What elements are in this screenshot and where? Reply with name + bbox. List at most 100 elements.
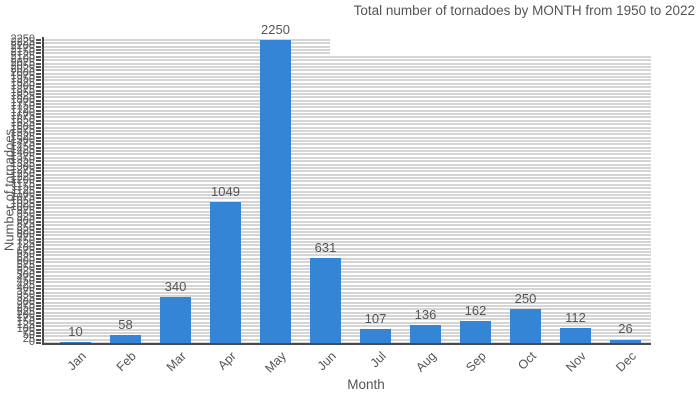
gridline — [44, 203, 651, 206]
gridline — [44, 146, 651, 149]
gridline — [44, 45, 330, 48]
y-tick-label: 2125 — [10, 49, 35, 62]
gridline — [44, 234, 651, 237]
bar-value-label: 340 — [164, 279, 187, 295]
gridline — [44, 143, 651, 146]
y-tick-mark — [36, 163, 41, 166]
y-tick-mark — [36, 284, 41, 287]
y-tick-mark — [36, 177, 41, 180]
y-tick-mark — [36, 62, 41, 65]
y-tick-mark — [36, 224, 41, 227]
y-tick-mark — [36, 123, 41, 126]
y-tick-label: 1425 — [10, 144, 35, 157]
bar-feb — [110, 335, 141, 343]
y-tick-mark — [36, 335, 41, 338]
y-tick-mark — [36, 59, 41, 62]
y-tick-label: 1450 — [10, 140, 35, 153]
y-tick-label: 950 — [16, 208, 35, 221]
y-tick-label: 1350 — [10, 154, 35, 167]
gridline — [44, 49, 330, 52]
gridline — [44, 264, 651, 267]
gridline — [44, 156, 651, 159]
bar-dec — [610, 339, 641, 343]
y-tick-mark — [36, 96, 41, 99]
y-tick-label: 400 — [16, 282, 35, 295]
y-tick-mark — [36, 153, 41, 156]
y-tick-label: 1375 — [10, 150, 35, 163]
y-tick-label: 675 — [16, 245, 35, 258]
y-tick-label: 50 — [22, 329, 35, 342]
y-tick-mark — [36, 173, 41, 176]
bar-value-label: 2250 — [261, 22, 290, 37]
bar-mar — [160, 297, 191, 343]
y-tick-label: 900 — [16, 214, 35, 227]
gridline — [44, 294, 651, 297]
y-tick-mark — [36, 116, 41, 119]
gridline — [44, 278, 651, 281]
gridline — [44, 173, 651, 176]
gridline — [44, 241, 651, 243]
y-tick-mark — [36, 190, 41, 193]
y-tick-mark — [36, 230, 41, 233]
y-tick-label: 500 — [16, 268, 35, 281]
y-tick-label: 1025 — [10, 197, 35, 210]
gridline — [44, 271, 651, 274]
y-tick-mark — [36, 156, 41, 159]
y-tick-mark — [36, 126, 41, 129]
y-tick-mark — [36, 203, 41, 206]
y-tick-mark — [36, 170, 41, 173]
gridline — [44, 166, 651, 169]
y-tick-label: 450 — [16, 275, 35, 288]
gridline — [44, 62, 651, 65]
gridline — [44, 247, 651, 250]
gridline — [44, 288, 651, 291]
bar-sep — [460, 321, 491, 343]
y-tick-label: 1000 — [10, 201, 35, 214]
gridline — [44, 304, 651, 307]
y-tick-mark — [36, 251, 41, 254]
gridline — [44, 190, 651, 193]
y-tick-mark — [36, 328, 41, 331]
y-tick-mark — [36, 214, 41, 217]
y-tick-label: 350 — [16, 288, 35, 301]
bar-may — [260, 40, 291, 343]
y-tick-label: 750 — [16, 235, 35, 247]
y-tick-label: 2000 — [10, 66, 35, 79]
gridline — [44, 55, 651, 58]
gridline — [44, 183, 651, 186]
y-tick-label: 975 — [16, 204, 35, 217]
bar-oct — [510, 309, 541, 343]
y-tick-label: 1725 — [10, 103, 35, 116]
bar-nov — [560, 327, 591, 343]
y-tick-mark — [36, 69, 41, 72]
y-tick-label: 1675 — [10, 110, 35, 123]
gridline — [44, 52, 330, 55]
gridline — [44, 180, 651, 183]
y-tick-mark — [36, 82, 41, 85]
y-tick-mark — [36, 99, 41, 102]
bar-value-label: 26 — [618, 321, 633, 337]
y-tick-mark — [36, 311, 41, 314]
y-tick-mark — [36, 180, 41, 183]
y-tick-mark — [36, 92, 41, 95]
y-tick-label: 1600 — [10, 120, 35, 133]
y-tick-mark — [36, 72, 41, 75]
gridline — [44, 82, 651, 85]
y-tick-label: 1825 — [10, 90, 35, 103]
gridline — [44, 318, 651, 321]
gridline — [44, 197, 651, 200]
y-tick-label: 100 — [16, 322, 35, 335]
gridline — [44, 123, 651, 126]
y-tick-mark — [36, 257, 41, 260]
y-tick-label: 1175 — [11, 177, 35, 190]
gridline — [44, 113, 651, 116]
y-tick-label: 1100 — [11, 187, 35, 200]
gridline — [44, 281, 651, 284]
bar-value-label: 58 — [118, 317, 133, 333]
y-tick-label: 325 — [16, 292, 35, 305]
gridline — [44, 163, 651, 166]
y-tick-mark — [36, 281, 41, 284]
y-tick-label: 1950 — [10, 73, 35, 86]
y-tick-label: 2200 — [10, 39, 35, 52]
y-tick-label: 1800 — [10, 93, 35, 106]
